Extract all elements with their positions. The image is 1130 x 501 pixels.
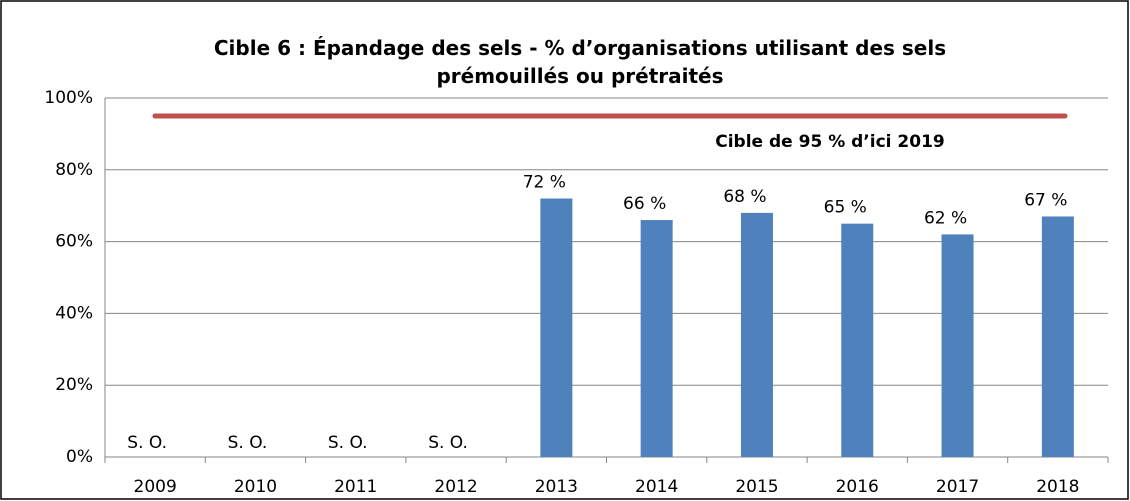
data-label: 67 % — [1024, 190, 1067, 210]
bar — [640, 220, 673, 457]
target-label: Cible de 95 % d’ici 2019 — [715, 132, 944, 152]
data-label: S. O. — [328, 433, 368, 453]
x-tick-label: 2012 — [434, 477, 477, 497]
x-tick-label: 2015 — [735, 477, 778, 497]
bar — [1041, 216, 1074, 457]
data-label: 65 % — [824, 198, 867, 218]
x-tick-label: 2009 — [134, 477, 177, 497]
y-tick-label: 0% — [66, 447, 93, 467]
bar — [841, 223, 874, 457]
bar — [941, 234, 974, 457]
x-tick-label: 2013 — [535, 477, 578, 497]
chart-title: Cible 6 : Épandage des sels - % d’organi… — [213, 36, 947, 88]
data-label: 66 % — [623, 194, 666, 214]
y-tick-label: 100% — [44, 88, 93, 108]
x-tick-label: 2018 — [1036, 477, 1079, 497]
bar — [740, 212, 773, 457]
y-tick-label: 40% — [55, 303, 93, 323]
data-label: 68 % — [723, 187, 766, 207]
y-tick-label: 20% — [55, 375, 93, 395]
y-tick-label: 60% — [55, 232, 93, 252]
x-tick-label: 2017 — [936, 477, 979, 497]
data-label: 72 % — [523, 173, 566, 193]
data-label: S. O. — [127, 433, 167, 453]
bar — [540, 198, 573, 457]
x-tick-label: 2011 — [334, 477, 377, 497]
x-tick-label: 2010 — [234, 477, 277, 497]
data-label: 62 % — [924, 208, 967, 228]
y-tick-label: 80% — [55, 160, 93, 180]
x-tick-label: 2014 — [635, 477, 678, 497]
x-tick-label: 2016 — [836, 477, 879, 497]
data-label: S. O. — [428, 433, 468, 453]
data-label: S. O. — [228, 433, 268, 453]
